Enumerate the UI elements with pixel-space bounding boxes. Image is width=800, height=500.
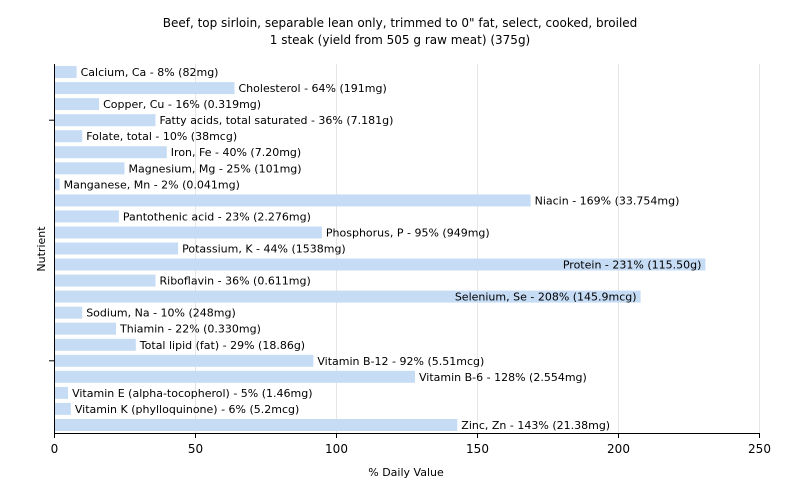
y-axis-label: Nutrient xyxy=(35,226,48,272)
bar xyxy=(55,354,314,367)
chart-subtitle: 1 steak (yield from 505 g raw meat) (375… xyxy=(270,33,531,47)
bar xyxy=(55,370,415,383)
bar xyxy=(55,338,136,351)
bar-label: Total lipid (fat) - 29% (18.86g) xyxy=(139,339,305,352)
bar xyxy=(55,274,156,287)
bar-label: Vitamin B-12 - 92% (5.51mcg) xyxy=(317,355,484,368)
bar xyxy=(55,386,69,399)
bar-label: Thiamin - 22% (0.330mg) xyxy=(119,323,261,336)
bar-label: Copper, Cu - 16% (0.319mg) xyxy=(103,98,261,111)
bar-label: Phosphorus, P - 95% (949mg) xyxy=(326,227,490,240)
chart-title: Beef, top sirloin, separable lean only, … xyxy=(163,16,638,30)
bar-label: Manganese, Mn - 2% (0.041mg) xyxy=(64,178,240,191)
bar xyxy=(55,114,156,127)
bar xyxy=(55,402,71,415)
bar xyxy=(55,178,60,191)
bar-label: Calcium, Ca - 8% (82mg) xyxy=(81,66,219,79)
bar-label: Selenium, Se - 208% (145.9mcg) xyxy=(455,291,637,304)
bar xyxy=(55,306,83,319)
bar xyxy=(55,210,119,223)
bar xyxy=(55,66,77,78)
bar xyxy=(55,258,706,271)
bar-label: Potassium, K - 44% (1538mg) xyxy=(182,243,346,256)
bar xyxy=(55,98,100,111)
bar xyxy=(55,130,83,143)
bar-label: Vitamin E (alpha-tocopherol) - 5% (1.46m… xyxy=(72,387,312,400)
x-tick-label: 200 xyxy=(607,442,630,456)
bars: Calcium, Ca - 8% (82mg) Cholesterol - 64%… xyxy=(55,66,706,432)
x-tick-label: 0 xyxy=(51,442,59,456)
x-tick-label: 50 xyxy=(188,442,203,456)
bar xyxy=(55,146,167,159)
bar-label: Pantothenic acid - 23% (2.276mg) xyxy=(123,210,311,223)
bar-label: Zinc, Zn - 143% (21.38mg) xyxy=(461,419,610,432)
x-tick-label: 150 xyxy=(466,442,489,456)
bar xyxy=(55,194,531,207)
bar xyxy=(55,322,116,335)
bar xyxy=(55,82,235,95)
bar-label: Fatty acids, total saturated - 36% (7.18… xyxy=(160,114,394,127)
x-axis-label: % Daily Value xyxy=(368,466,444,479)
bar xyxy=(55,419,458,431)
axes: 0 50 100 150 200 250 xyxy=(49,64,771,456)
bar-label: Folate, total - 10% (38mcg) xyxy=(86,130,237,143)
bar-label: Vitamin K (phylloquinone) - 6% (5.2mcg) xyxy=(75,403,299,416)
bar-label: Riboflavin - 36% (0.611mg) xyxy=(160,275,311,288)
x-tick-label: 100 xyxy=(325,442,348,456)
x-tick-label: 250 xyxy=(748,442,771,456)
bar-label: Niacin - 169% (33.754mg) xyxy=(535,194,680,207)
bar xyxy=(55,162,125,175)
bar-label: Protein - 231% (115.50g) xyxy=(563,259,702,272)
bar-label: Magnesium, Mg - 25% (101mg) xyxy=(129,162,302,175)
bar xyxy=(55,290,641,303)
bar-label: Iron, Fe - 40% (7.20mg) xyxy=(171,146,301,159)
bar-label: Cholesterol - 64% (191mg) xyxy=(239,82,387,95)
bar xyxy=(55,242,179,255)
bar xyxy=(55,226,322,239)
bar-label: Vitamin B-6 - 128% (2.554mg) xyxy=(419,371,587,384)
bar-label: Sodium, Na - 10% (248mg) xyxy=(86,307,236,320)
